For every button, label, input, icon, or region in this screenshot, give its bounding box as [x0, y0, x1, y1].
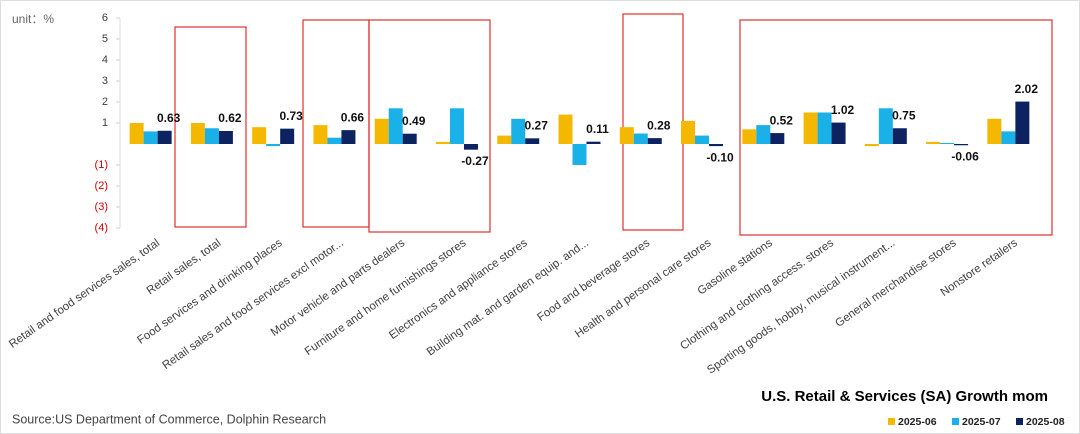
bar: [742, 129, 757, 144]
bar: [695, 135, 710, 144]
bar: [341, 130, 356, 144]
bar: [313, 125, 328, 144]
data-label: 0.27: [525, 119, 549, 133]
bar: [572, 144, 587, 165]
legend-swatch: [1016, 418, 1023, 425]
source: Source:US Department of Commerce, Dolphi…: [12, 412, 326, 426]
bar: [954, 144, 969, 146]
chart-title: U.S. Retail & Services (SA) Growth mom: [761, 388, 1048, 405]
legend-label: 2025-07: [962, 416, 1001, 428]
y-tick-label: 2: [102, 96, 108, 108]
y-tick-label: 6: [102, 12, 108, 24]
bar: [374, 118, 389, 144]
bar: [280, 128, 295, 144]
legend-label: 2025-06: [898, 416, 937, 428]
bar: [756, 125, 771, 144]
bar: [987, 118, 1002, 144]
bar: [497, 135, 512, 144]
bar: [619, 127, 634, 144]
highlight-box: [739, 19, 1053, 236]
data-label: 0.52: [770, 113, 794, 127]
bar: [817, 112, 832, 144]
unit-label: unit：%: [12, 12, 54, 26]
y-tick-label: (2): [95, 180, 108, 192]
bar: [327, 137, 342, 144]
bar: [449, 108, 464, 144]
bar: [770, 133, 785, 144]
bar: [864, 144, 879, 147]
bar: [878, 108, 893, 144]
bar: [633, 133, 648, 144]
data-label: 0.49: [402, 114, 426, 128]
legend: 2025-06 2025-07 2025-08: [888, 416, 1065, 428]
bar: [940, 142, 955, 144]
y-tick-label: (4): [95, 222, 108, 234]
bar: [831, 122, 846, 144]
highlight-box: [368, 19, 491, 233]
bar: [463, 144, 478, 150]
bar: [143, 131, 158, 144]
data-label: 0.75: [892, 108, 916, 122]
bar: [511, 118, 526, 144]
bar: [435, 141, 450, 144]
data-label: 1.02: [831, 103, 855, 117]
data-label: 0.62: [218, 111, 242, 125]
bar: [129, 123, 144, 144]
y-tick-label: 4: [102, 54, 108, 66]
y-tick-label: (1): [95, 159, 108, 171]
data-label: 0.73: [279, 109, 303, 123]
y-tick-label: 1: [102, 117, 108, 129]
bar: [709, 144, 724, 147]
y-tick-label: 5: [102, 33, 108, 45]
bar: [681, 120, 696, 144]
data-label: 2.02: [1015, 82, 1039, 96]
legend-swatch: [952, 418, 959, 425]
bar: [803, 112, 818, 144]
bar: [525, 138, 540, 144]
data-label: -0.10: [706, 150, 734, 164]
bar: [926, 141, 941, 144]
y-tick-label: (3): [95, 201, 108, 213]
bar: [252, 127, 267, 144]
data-label: -0.06: [951, 149, 979, 163]
bar: [157, 130, 172, 144]
data-label: 0.11: [586, 122, 609, 136]
data-label: -0.27: [461, 154, 489, 168]
bar: [402, 133, 417, 144]
bar: [558, 114, 573, 144]
bar: [586, 141, 601, 144]
y-tick-label: 3: [102, 75, 108, 87]
bar: [266, 144, 281, 147]
bar: [892, 128, 907, 144]
legend-swatch: [888, 418, 895, 425]
bar: [388, 108, 403, 144]
bar: [204, 128, 219, 144]
legend-label: 2025-08: [1026, 416, 1065, 428]
bar: [190, 123, 205, 144]
data-label: 0.66: [341, 110, 365, 124]
bar: [1015, 101, 1030, 144]
bar: [647, 138, 662, 144]
highlight-box: [174, 26, 247, 228]
data-label: 0.63: [157, 111, 181, 125]
bar: [218, 130, 233, 144]
data-label: 0.28: [647, 118, 671, 132]
bar: [1001, 131, 1016, 144]
